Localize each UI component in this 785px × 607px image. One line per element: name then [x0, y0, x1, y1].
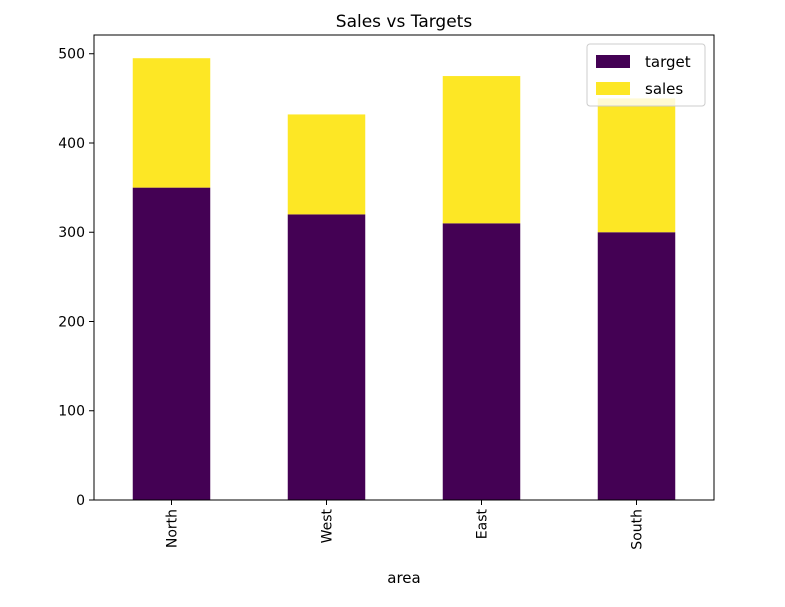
bar-target-north — [132, 187, 211, 500]
chart-title: Sales vs Targets — [336, 12, 473, 32]
y-tick-label: 500 — [58, 47, 85, 63]
y-tick-label: 200 — [58, 314, 85, 330]
x-axis: North West East South — [165, 500, 646, 550]
bar-sales-south — [597, 98, 676, 233]
y-tick-label: 100 — [58, 404, 85, 420]
legend-swatch-target — [596, 55, 630, 68]
legend-label-sales: sales — [645, 80, 683, 98]
y-tick-label: 400 — [58, 136, 85, 152]
bar-sales-east — [442, 76, 521, 224]
y-tick-label: 0 — [76, 493, 85, 509]
legend: target sales — [586, 43, 706, 107]
bar-target-south — [597, 232, 676, 501]
plot-frame — [93, 34, 715, 501]
bar-sales-west — [287, 114, 366, 215]
x-tick-label-east: East — [475, 509, 491, 540]
y-tick-label: 300 — [58, 225, 85, 241]
x-tick-label-north: North — [165, 509, 181, 548]
legend-swatch-sales — [596, 82, 630, 95]
legend-label-target: target — [645, 53, 691, 71]
x-tick-label-west: West — [320, 508, 336, 543]
x-tick-label-south: South — [630, 509, 646, 550]
bars-layer — [132, 58, 676, 501]
y-axis: 0 100 200 300 400 500 — [58, 47, 94, 509]
bar-sales-north — [132, 58, 211, 188]
bar-target-east — [442, 223, 521, 500]
bar-target-west — [287, 214, 366, 501]
x-axis-label: area — [387, 569, 420, 587]
